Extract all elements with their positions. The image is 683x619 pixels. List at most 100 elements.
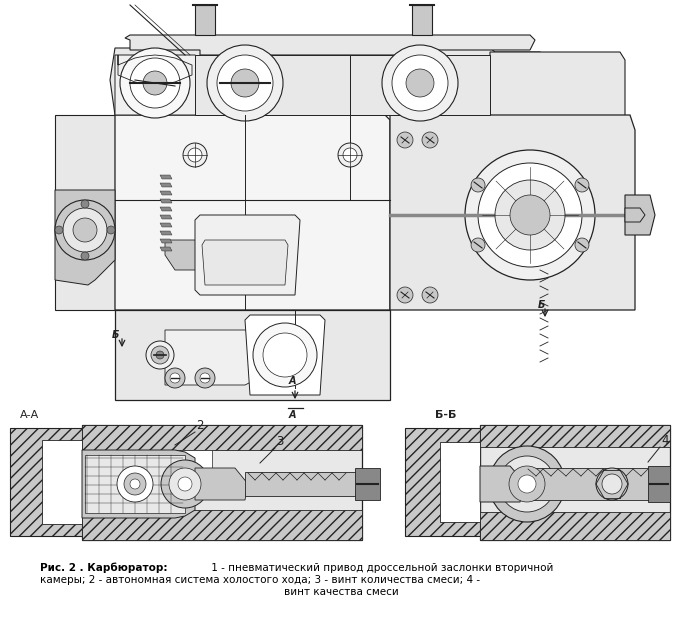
Circle shape	[55, 226, 63, 234]
Circle shape	[499, 456, 555, 512]
Circle shape	[188, 148, 202, 162]
Circle shape	[422, 132, 438, 148]
Bar	[85, 455, 185, 513]
Bar	[526, 468, 670, 500]
Polygon shape	[350, 55, 490, 115]
Polygon shape	[195, 5, 215, 35]
Text: винт качества смеси: винт качества смеси	[283, 587, 398, 597]
Text: А: А	[289, 410, 296, 420]
Text: Б: Б	[538, 300, 545, 310]
Circle shape	[471, 178, 485, 192]
Circle shape	[263, 333, 307, 377]
Polygon shape	[390, 115, 635, 310]
Circle shape	[397, 132, 413, 148]
Circle shape	[107, 226, 115, 234]
Circle shape	[63, 208, 107, 252]
Bar	[480, 425, 670, 540]
Text: 4: 4	[661, 434, 669, 447]
Text: 1 - пневматический привод дроссельной заслонки вторичной: 1 - пневматический привод дроссельной за…	[208, 563, 553, 573]
Bar	[82, 425, 362, 540]
Circle shape	[382, 45, 458, 121]
Circle shape	[73, 218, 97, 242]
Polygon shape	[625, 195, 655, 235]
Circle shape	[518, 475, 536, 493]
Bar	[245, 472, 360, 496]
Circle shape	[178, 477, 192, 491]
Polygon shape	[115, 310, 390, 400]
Bar	[440, 442, 480, 522]
Polygon shape	[55, 115, 115, 310]
Bar	[82, 510, 362, 540]
Circle shape	[161, 460, 209, 508]
Circle shape	[510, 195, 550, 235]
Bar	[480, 512, 670, 540]
Polygon shape	[160, 239, 172, 243]
Bar	[82, 425, 362, 450]
Bar	[10, 428, 82, 536]
Polygon shape	[245, 315, 325, 395]
Text: камеры; 2 - автономная система холостого хода; 3 - винт количества смеси; 4 -: камеры; 2 - автономная система холостого…	[40, 575, 480, 585]
Circle shape	[151, 346, 169, 364]
Circle shape	[338, 143, 362, 167]
Circle shape	[195, 368, 215, 388]
Circle shape	[392, 55, 448, 111]
Polygon shape	[490, 52, 625, 150]
Bar	[480, 425, 670, 447]
Circle shape	[146, 341, 174, 369]
Circle shape	[509, 466, 545, 502]
Text: 2: 2	[196, 419, 204, 432]
Circle shape	[156, 351, 164, 359]
Polygon shape	[165, 240, 210, 270]
Circle shape	[397, 287, 413, 303]
Polygon shape	[195, 215, 300, 295]
Polygon shape	[115, 115, 390, 310]
Polygon shape	[110, 48, 250, 115]
Circle shape	[217, 55, 273, 111]
Polygon shape	[165, 330, 255, 385]
Bar	[42, 440, 82, 524]
Text: Рис. 2 . Карбюратор:: Рис. 2 . Карбюратор:	[40, 563, 167, 573]
Circle shape	[183, 143, 207, 167]
Polygon shape	[160, 191, 172, 195]
Circle shape	[55, 200, 115, 260]
Polygon shape	[160, 247, 172, 251]
Text: Б: Б	[112, 330, 120, 340]
Text: А-А: А-А	[20, 410, 39, 420]
Polygon shape	[160, 175, 172, 179]
Circle shape	[169, 468, 201, 500]
Polygon shape	[160, 215, 172, 219]
Circle shape	[81, 200, 89, 208]
Bar	[82, 450, 212, 468]
Polygon shape	[55, 190, 115, 285]
Circle shape	[143, 71, 167, 95]
Text: Б-Б: Б-Б	[435, 410, 456, 420]
Circle shape	[596, 468, 628, 500]
Circle shape	[170, 373, 180, 383]
Text: А: А	[289, 376, 296, 386]
Circle shape	[130, 479, 140, 489]
Polygon shape	[160, 231, 172, 235]
Circle shape	[489, 446, 565, 522]
Circle shape	[120, 48, 190, 118]
Polygon shape	[160, 223, 172, 227]
Polygon shape	[202, 240, 288, 285]
Circle shape	[575, 238, 589, 252]
Circle shape	[471, 238, 485, 252]
Circle shape	[343, 148, 357, 162]
Circle shape	[495, 180, 565, 250]
Text: 3: 3	[276, 435, 283, 448]
Polygon shape	[195, 55, 350, 115]
Circle shape	[602, 474, 622, 494]
Polygon shape	[245, 48, 550, 115]
Circle shape	[124, 473, 146, 495]
Polygon shape	[160, 183, 172, 187]
Circle shape	[406, 69, 434, 97]
Circle shape	[81, 252, 89, 260]
Circle shape	[478, 163, 582, 267]
Bar	[648, 466, 670, 502]
Circle shape	[207, 45, 283, 121]
Circle shape	[575, 178, 589, 192]
Circle shape	[117, 466, 153, 502]
Polygon shape	[115, 55, 200, 115]
Bar	[405, 428, 480, 536]
